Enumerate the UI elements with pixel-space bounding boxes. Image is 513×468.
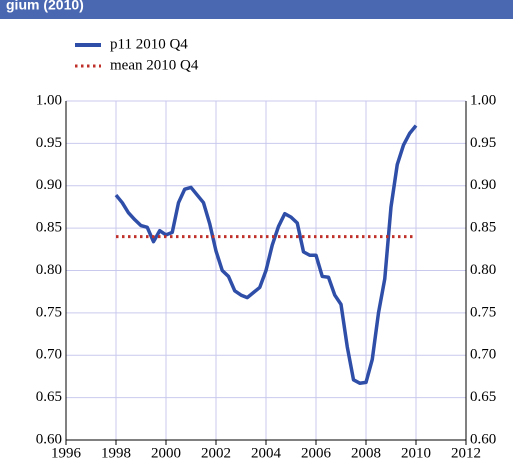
y-tick-label: 0.95	[36, 135, 62, 151]
header-band	[0, 0, 513, 19]
y2-tick-label: 0.75	[470, 304, 496, 320]
x-tick-label: 2006	[301, 445, 332, 461]
x-tick-label: 2002	[201, 445, 231, 461]
legend-label: mean 2010 Q4	[110, 57, 199, 73]
x-tick-label: 2012	[451, 445, 481, 461]
y-tick-label: 1.00	[36, 92, 62, 108]
y2-tick-label: 0.90	[470, 177, 496, 193]
y2-tick-label: 0.65	[470, 389, 496, 405]
y-tick-label: 0.90	[36, 177, 62, 193]
x-tick-label: 2008	[351, 445, 381, 461]
legend-label: p11 2010 Q4	[110, 36, 188, 52]
x-tick-label: 1996	[51, 445, 82, 461]
y-tick-label: 0.75	[36, 304, 62, 320]
x-tick-label: 2010	[401, 445, 431, 461]
y2-tick-label: 0.70	[470, 347, 496, 363]
y2-tick-label: 0.80	[470, 262, 496, 278]
x-tick-label: 2000	[151, 445, 181, 461]
series-line	[114, 124, 418, 385]
y-tick-label: 0.70	[36, 347, 62, 363]
y-tick-label: 0.60	[36, 431, 62, 447]
chart-title: gium (2010)	[6, 0, 84, 13]
y-tick-label: 0.65	[36, 389, 62, 405]
x-tick-label: 1998	[101, 445, 131, 461]
y2-tick-label: 0.60	[470, 431, 496, 447]
x-tick-label: 2004	[251, 445, 282, 461]
y2-tick-label: 0.95	[470, 135, 496, 151]
y-tick-label: 0.80	[36, 262, 62, 278]
y-tick-label: 0.85	[36, 220, 62, 236]
y2-tick-label: 0.85	[470, 220, 496, 236]
y2-tick-label: 1.00	[470, 92, 496, 108]
